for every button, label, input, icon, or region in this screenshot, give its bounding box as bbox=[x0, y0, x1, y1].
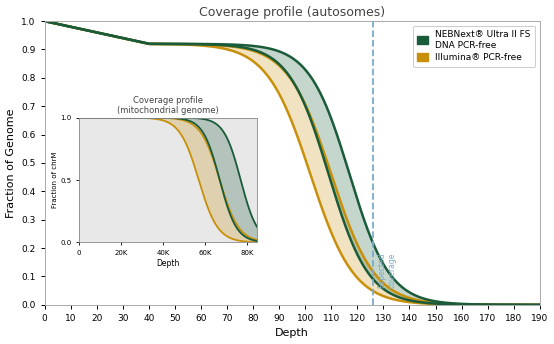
Legend: NEBNext® Ultra II FS
DNA PCR-free, Illumina® PCR-free: NEBNext® Ultra II FS DNA PCR-free, Illum… bbox=[413, 25, 535, 67]
Y-axis label: Fraction of Genome: Fraction of Genome bbox=[6, 108, 16, 218]
Title: Coverage profile (autosomes): Coverage profile (autosomes) bbox=[199, 6, 385, 19]
Text: Expected
coverage: Expected coverage bbox=[377, 252, 396, 288]
X-axis label: Depth: Depth bbox=[275, 329, 309, 338]
